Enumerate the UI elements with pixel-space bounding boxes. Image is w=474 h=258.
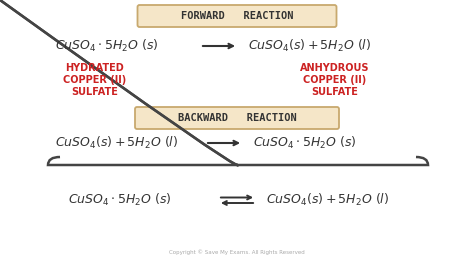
Text: $CuSO_4(s) + 5H_2O\ (l)$: $CuSO_4(s) + 5H_2O\ (l)$ <box>55 135 178 151</box>
Text: Copyright © Save My Exams. All Rights Reserved: Copyright © Save My Exams. All Rights Re… <box>169 249 305 255</box>
FancyBboxPatch shape <box>135 107 339 129</box>
Text: $CuSO_4 \cdot 5H_2O\ (s)$: $CuSO_4 \cdot 5H_2O\ (s)$ <box>55 38 159 54</box>
Text: SULFATE: SULFATE <box>72 87 118 97</box>
Text: $CuSO_4 \cdot 5H_2O\ (s)$: $CuSO_4 \cdot 5H_2O\ (s)$ <box>253 135 356 151</box>
Text: FORWARD   REACTION: FORWARD REACTION <box>181 11 293 21</box>
Text: SULFATE: SULFATE <box>311 87 358 97</box>
Text: COPPER (II): COPPER (II) <box>64 75 127 85</box>
Text: BACKWARD   REACTION: BACKWARD REACTION <box>178 113 296 123</box>
Text: ANHYDROUS: ANHYDROUS <box>300 63 370 73</box>
Text: $CuSO_4 \cdot 5H_2O\ (s)$: $CuSO_4 \cdot 5H_2O\ (s)$ <box>68 192 172 208</box>
Text: $CuSO_4(s) + 5H_2O\ (l)$: $CuSO_4(s) + 5H_2O\ (l)$ <box>248 38 371 54</box>
Text: HYDRATED: HYDRATED <box>65 63 124 73</box>
FancyBboxPatch shape <box>137 5 337 27</box>
Text: COPPER (II): COPPER (II) <box>303 75 366 85</box>
Text: $CuSO_4(s) + 5H_2O\ (l)$: $CuSO_4(s) + 5H_2O\ (l)$ <box>266 192 389 208</box>
